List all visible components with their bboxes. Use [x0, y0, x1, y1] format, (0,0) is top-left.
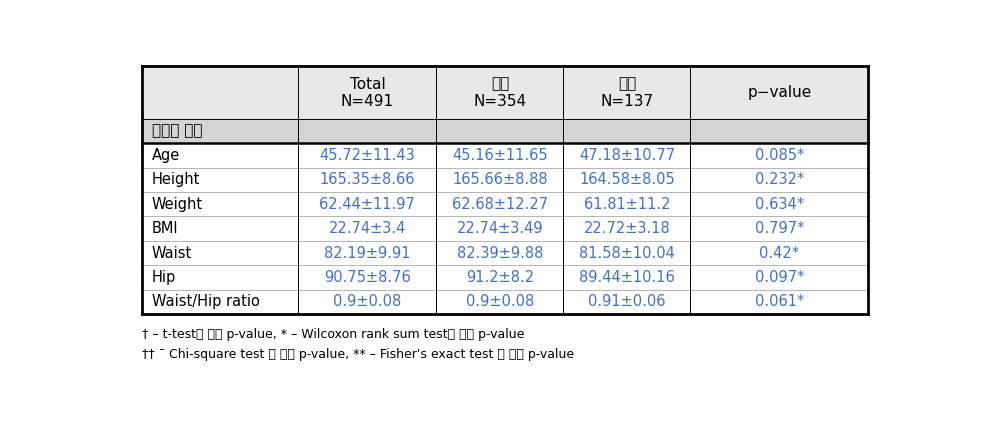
Text: 생체: 생체	[491, 77, 509, 92]
Text: 0.42*: 0.42*	[759, 246, 800, 260]
Bar	[142, 216, 869, 241]
Text: 0.097*: 0.097*	[754, 270, 805, 285]
Bar	[142, 168, 869, 192]
Text: 89.44±10.16: 89.44±10.16	[579, 270, 674, 285]
Text: 22.74±3.4: 22.74±3.4	[328, 221, 406, 236]
Text: 61.81±11.2: 61.81±11.2	[584, 197, 670, 212]
Text: 82.39±9.88: 82.39±9.88	[457, 246, 543, 260]
Text: p−value: p−value	[747, 85, 811, 100]
Text: N=491: N=491	[341, 94, 394, 109]
Text: 22.72±3.18: 22.72±3.18	[584, 221, 670, 236]
Text: Weight: Weight	[152, 197, 203, 212]
Bar	[142, 192, 869, 216]
Text: BMI: BMI	[152, 221, 178, 236]
Text: 45.16±11.65: 45.16±11.65	[452, 148, 547, 163]
Bar	[142, 119, 869, 143]
Bar	[142, 143, 869, 168]
Text: 62.44±11.97: 62.44±11.97	[319, 197, 415, 212]
Text: 90.75±8.76: 90.75±8.76	[324, 270, 411, 285]
Text: 0.9±0.08: 0.9±0.08	[333, 294, 401, 309]
Text: N=137: N=137	[600, 94, 654, 109]
Text: 뇌사: 뇌사	[618, 77, 636, 92]
Text: 47.18±10.77: 47.18±10.77	[579, 148, 675, 163]
Text: 0.061*: 0.061*	[754, 294, 804, 309]
Text: 0.232*: 0.232*	[754, 172, 804, 187]
Text: 164.58±8.05: 164.58±8.05	[579, 172, 674, 187]
Bar	[142, 241, 869, 265]
Text: Hip: Hip	[152, 270, 176, 285]
Bar	[142, 265, 869, 290]
Text: N=354: N=354	[473, 94, 527, 109]
Text: 62.68±12.27: 62.68±12.27	[452, 197, 548, 212]
Text: 0.634*: 0.634*	[755, 197, 804, 212]
Text: Total: Total	[349, 77, 386, 92]
Text: 91.2±8.2: 91.2±8.2	[465, 270, 534, 285]
Text: 81.58±10.04: 81.58±10.04	[579, 246, 674, 260]
Text: 45.72±11.43: 45.72±11.43	[319, 148, 415, 163]
Text: Height: Height	[152, 172, 200, 187]
Text: Waist/Hip ratio: Waist/Hip ratio	[152, 294, 259, 309]
Text: 0.797*: 0.797*	[754, 221, 805, 236]
Text: 165.35±8.66: 165.35±8.66	[319, 172, 415, 187]
Text: † – t-test에 의한 p-value, * – Wilcoxon rank sum test에 의한 p-value: † – t-test에 의한 p-value, * – Wilcoxon ran…	[142, 327, 525, 341]
Text: †† ¯ Chi-square test 에 의한 p-value, ** – Fisher's exact test 에 의한 p-value: †† ¯ Chi-square test 에 의한 p-value, ** – …	[142, 348, 575, 361]
Text: 22.74±3.49: 22.74±3.49	[457, 221, 543, 236]
Text: 0.085*: 0.085*	[754, 148, 804, 163]
Text: 0.91±0.06: 0.91±0.06	[589, 294, 666, 309]
Bar	[142, 66, 869, 119]
Text: Age: Age	[152, 148, 179, 163]
Text: 82.19±9.91: 82.19±9.91	[324, 246, 410, 260]
Text: Waist: Waist	[152, 246, 191, 260]
Bar	[142, 290, 869, 314]
Text: 수여자 정보: 수여자 정보	[152, 124, 202, 139]
Text: 0.9±0.08: 0.9±0.08	[465, 294, 534, 309]
Text: 165.66±8.88: 165.66±8.88	[452, 172, 547, 187]
